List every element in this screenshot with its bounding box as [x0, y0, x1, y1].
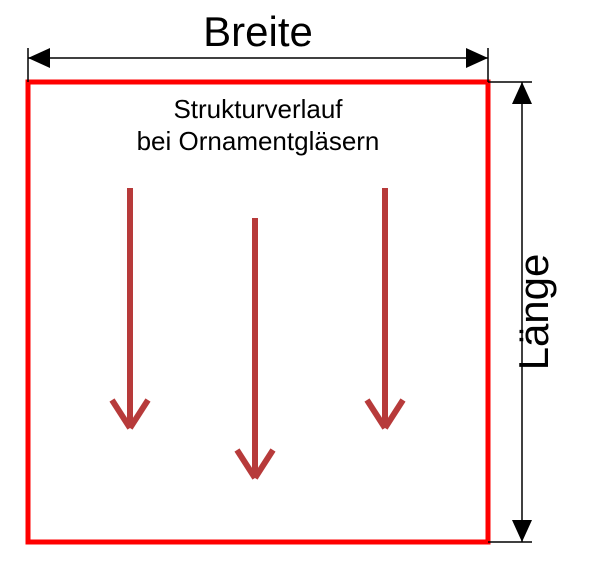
height-arrowhead-bottom: [512, 520, 532, 542]
height-arrowhead-top: [512, 82, 532, 104]
diagram-container: Breite Länge Strukturverlaufbei Ornamentgl…: [0, 0, 600, 582]
diagram-svg: Breite Länge Strukturverlaufbei Ornamentgl…: [0, 0, 600, 582]
flow-arrow-2: [237, 218, 273, 478]
height-label: Länge: [510, 254, 557, 371]
flow-arrow-1: [112, 188, 148, 428]
flow-arrow-3: [367, 188, 403, 428]
width-label: Breite: [203, 8, 313, 55]
caption-line-2: bei Ornamentgläsern: [137, 126, 380, 156]
caption-line-1: Strukturverlauf: [173, 94, 343, 124]
width-arrowhead-right: [466, 48, 488, 68]
width-arrowhead-left: [28, 48, 50, 68]
